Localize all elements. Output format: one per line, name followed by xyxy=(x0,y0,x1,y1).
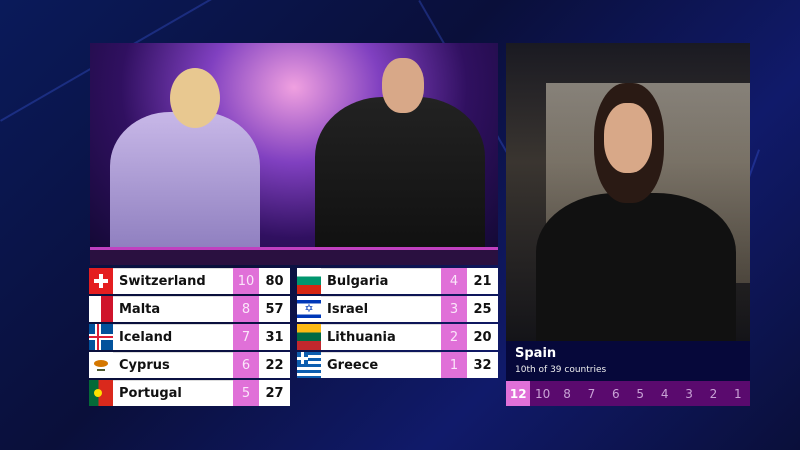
points-received: 7 xyxy=(233,324,259,350)
host-right-head xyxy=(382,58,424,113)
total-score: 20 xyxy=(467,324,498,350)
points-bar-cell: 8 xyxy=(563,386,571,401)
voting-country-name: Spain xyxy=(515,346,557,361)
points-received: 3 xyxy=(441,296,467,322)
points-received: 5 xyxy=(233,380,259,406)
points-received: 8 xyxy=(233,296,259,322)
portugal-flag-icon xyxy=(89,380,113,406)
scoreboard-row: Iceland 7 31 xyxy=(89,324,290,350)
total-score: 80 xyxy=(259,268,290,294)
scoreboard-row: Lithuania 2 20 xyxy=(297,324,498,350)
studio-desk xyxy=(90,247,498,265)
points-bar-cell: 5 xyxy=(636,386,645,401)
scoreboard-row: Cyprus 6 22 xyxy=(89,352,290,378)
voting-order: 10th of 39 countries xyxy=(515,365,607,375)
country-name: Malta xyxy=(113,296,233,322)
country-name: Cyprus xyxy=(113,352,233,378)
points-bar: 12 10 8 7 6 5 4 3 2 1 xyxy=(506,381,750,406)
total-score: 25 xyxy=(467,296,498,322)
points-received: 10 xyxy=(233,268,259,294)
points-bar-cell: 4 xyxy=(660,386,669,401)
total-score: 22 xyxy=(259,352,290,378)
scoreboard-row: ✡ Israel 3 25 xyxy=(297,296,498,322)
points-bar-cell: 7 xyxy=(587,386,596,401)
scoreboard-row: Portugal 5 27 xyxy=(89,380,290,406)
total-score: 27 xyxy=(259,380,290,406)
iceland-flag-icon xyxy=(89,324,113,350)
lithuania-flag-icon xyxy=(297,324,321,350)
points-bar-cell: 3 xyxy=(685,386,693,401)
spokesperson-body xyxy=(536,193,736,341)
points-received: 6 xyxy=(233,352,259,378)
country-name: Israel xyxy=(321,296,441,322)
total-score: 32 xyxy=(467,352,498,378)
malta-flag-icon xyxy=(89,296,113,322)
spokesperson-info: Spain 10th of 39 countries xyxy=(506,341,750,381)
scoreboard-row: Bulgaria 4 21 xyxy=(297,268,498,294)
switzerland-flag-icon xyxy=(89,268,113,294)
points-bar-cell: 10 xyxy=(534,386,551,401)
spokesperson-video-feed xyxy=(506,43,750,341)
greece-flag-icon xyxy=(297,352,321,378)
host-right xyxy=(315,97,485,247)
points-bar-cell: 1 xyxy=(734,386,742,401)
spokesperson-face xyxy=(604,103,652,173)
israel-flag-icon: ✡ xyxy=(297,296,321,322)
points-received: 4 xyxy=(441,268,467,294)
country-name: Switzerland xyxy=(113,268,233,294)
country-name: Portugal xyxy=(113,380,233,406)
points-bar-cell: 12 xyxy=(506,381,531,406)
cyprus-flag-icon xyxy=(89,352,113,378)
host-left-head xyxy=(170,68,220,128)
bulgaria-flag-icon xyxy=(297,268,321,294)
scoreboard-row: Malta 8 57 xyxy=(89,296,290,322)
country-name: Bulgaria xyxy=(321,268,441,294)
scoreboard-row: Greece 1 32 xyxy=(297,352,498,378)
country-name: Iceland xyxy=(113,324,233,350)
total-score: 21 xyxy=(467,268,498,294)
total-score: 31 xyxy=(259,324,290,350)
studio-video-feed xyxy=(90,43,498,265)
scoreboard-row: Switzerland 10 80 xyxy=(89,268,290,294)
points-bar-cell: 2 xyxy=(709,386,718,401)
points-bar-cell: 6 xyxy=(612,386,620,401)
total-score: 57 xyxy=(259,296,290,322)
country-name: Lithuania xyxy=(321,324,441,350)
country-name: Greece xyxy=(321,352,441,378)
points-received: 1 xyxy=(441,352,467,378)
points-received: 2 xyxy=(441,324,467,350)
host-left xyxy=(110,112,260,247)
